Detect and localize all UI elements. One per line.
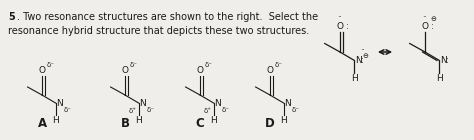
- Text: δ⁻: δ⁻: [222, 107, 229, 113]
- Text: ··: ··: [337, 14, 342, 23]
- Text: O: O: [197, 66, 203, 75]
- Text: N: N: [215, 99, 221, 108]
- Text: A: A: [37, 117, 46, 130]
- Text: δ⁺: δ⁺: [128, 108, 137, 114]
- Text: N: N: [56, 99, 64, 108]
- Text: H: H: [210, 116, 217, 125]
- Text: B: B: [120, 117, 129, 130]
- Text: δ⁻: δ⁻: [292, 107, 300, 113]
- Text: :: :: [362, 56, 364, 65]
- Text: O: O: [337, 22, 344, 31]
- Text: N: N: [356, 56, 362, 65]
- Text: resonance hybrid structure that depicts these two structures.: resonance hybrid structure that depicts …: [8, 26, 309, 36]
- Text: δ⁻: δ⁻: [64, 107, 72, 113]
- Text: O: O: [38, 66, 46, 75]
- Text: H: H: [135, 116, 142, 125]
- Text: :: :: [431, 22, 434, 31]
- Text: D: D: [265, 117, 275, 130]
- Text: 5: 5: [8, 12, 15, 22]
- Text: δ⁻: δ⁻: [275, 62, 283, 68]
- Text: ⊖: ⊖: [430, 16, 436, 22]
- Text: H: H: [280, 116, 287, 125]
- Text: H: H: [351, 74, 358, 83]
- Text: O: O: [421, 22, 428, 31]
- Text: δ⁻: δ⁻: [130, 62, 138, 68]
- Text: C: C: [196, 117, 204, 130]
- Text: δ⁻: δ⁻: [205, 62, 213, 68]
- Text: ··: ··: [423, 14, 428, 23]
- Text: ··: ··: [360, 46, 365, 55]
- Text: H: H: [436, 74, 443, 83]
- Text: :: :: [346, 22, 349, 31]
- Text: N: N: [440, 56, 447, 65]
- Text: δ⁻: δ⁻: [47, 62, 55, 68]
- Text: O: O: [121, 66, 128, 75]
- Text: H: H: [52, 116, 59, 125]
- Text: N: N: [140, 99, 146, 108]
- Text: O: O: [266, 66, 273, 75]
- Text: δ⁺: δ⁺: [204, 108, 211, 114]
- Text: ⊖: ⊖: [363, 52, 368, 59]
- Text: δ⁻: δ⁻: [146, 107, 155, 113]
- Text: N: N: [284, 99, 292, 108]
- Text: . Two resonance structures are shown to the right.  Select the: . Two resonance structures are shown to …: [17, 12, 318, 22]
- Text: :: :: [447, 56, 449, 65]
